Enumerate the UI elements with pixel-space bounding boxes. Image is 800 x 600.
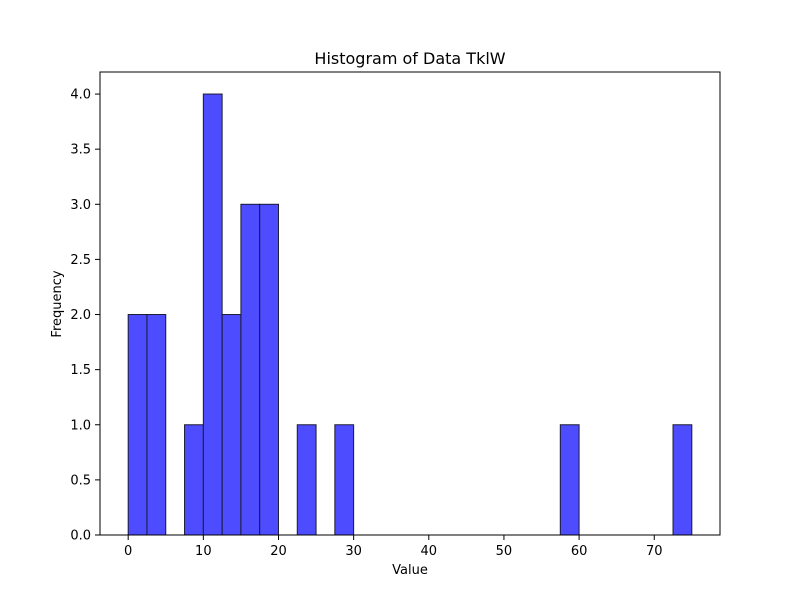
x-tick-label: 30 (345, 544, 362, 559)
y-tick-label: 3.0 (70, 198, 91, 213)
bars-layer (127, 93, 693, 536)
x-tick-label: 40 (421, 544, 438, 559)
x-tick-label: 0 (124, 544, 132, 559)
y-tick-label: 4.0 (70, 88, 91, 103)
plot-frame (99, 71, 721, 536)
histogram-bar (259, 203, 279, 536)
y-tick-label: 1.5 (70, 363, 91, 378)
y-tick-label: 1.0 (70, 418, 91, 433)
x-axis: 0 10 20 30 40 50 60 70 (124, 535, 663, 559)
y-axis: 0.0 0.5 1.0 1.5 2.0 2.5 3.0 3.5 4.0 (70, 88, 100, 544)
x-tick-label: 60 (571, 544, 588, 559)
x-axis-label: Value (392, 563, 428, 578)
x-tick-label: 70 (646, 544, 663, 559)
histogram-bar (202, 93, 223, 536)
y-tick-label: 3.5 (70, 143, 91, 158)
x-tick-label: 50 (496, 544, 513, 559)
histogram-bar (334, 424, 355, 536)
y-axis-label: Frequency (50, 270, 65, 337)
y-tick-label: 2.0 (70, 308, 91, 323)
histogram-bar (672, 424, 693, 536)
histogram-bar (146, 314, 167, 536)
histogram-bar (184, 424, 204, 536)
y-tick-label: 0.0 (70, 529, 91, 544)
histogram-bar (240, 203, 261, 536)
histogram-bar (127, 314, 148, 536)
chart-title: Histogram of Data TklW (314, 49, 505, 68)
y-tick-label: 0.5 (70, 473, 91, 488)
histogram-bar (296, 424, 317, 536)
histogram-bar (559, 424, 580, 536)
histogram-bar (221, 314, 242, 536)
x-tick-label: 20 (270, 544, 287, 559)
y-tick-label: 2.5 (70, 253, 91, 268)
x-tick-label: 10 (195, 544, 212, 559)
